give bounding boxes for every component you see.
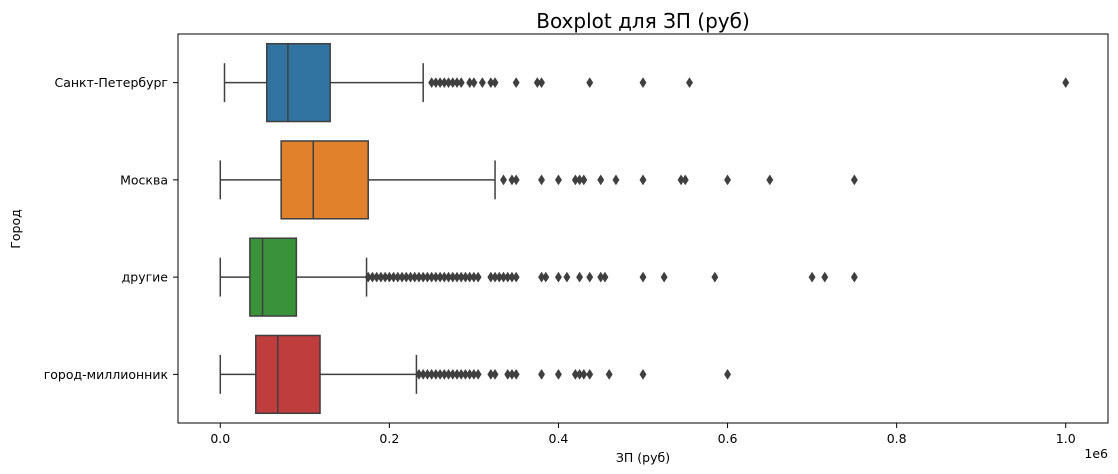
outlier-point bbox=[563, 271, 571, 283]
outlier-point bbox=[500, 174, 507, 186]
box-group bbox=[219, 334, 732, 415]
box-group bbox=[219, 237, 858, 317]
x-tick-label: 0.2 bbox=[379, 431, 399, 446]
outlier-point bbox=[660, 271, 668, 283]
outlier-point bbox=[605, 368, 613, 380]
box-group bbox=[223, 42, 1070, 123]
outlier-point bbox=[686, 77, 693, 89]
outlier-point bbox=[724, 368, 732, 380]
plot-area bbox=[219, 42, 1070, 415]
x-tick-label: 1.0 bbox=[1056, 431, 1076, 446]
outlier-point bbox=[597, 174, 605, 186]
outlier-point bbox=[681, 174, 689, 186]
box-group bbox=[219, 140, 858, 220]
x-tick-label: 0.4 bbox=[549, 431, 569, 446]
box bbox=[280, 140, 369, 220]
outlier-point bbox=[457, 77, 465, 89]
outlier-point bbox=[512, 271, 520, 283]
x-tick-label: 0.8 bbox=[887, 431, 907, 446]
outlier-point bbox=[580, 368, 588, 380]
outlier-point bbox=[474, 368, 482, 380]
y-tick-label: другие bbox=[122, 270, 169, 285]
x-tick-label: 0.0 bbox=[210, 431, 230, 446]
y-tick-label: Москва bbox=[120, 172, 168, 187]
outlier-point bbox=[612, 174, 620, 186]
y-tick-label: город-миллионник bbox=[44, 367, 169, 382]
box bbox=[266, 42, 331, 123]
outlier-point bbox=[512, 77, 520, 89]
y-tick-label: Санкт-Петербург bbox=[54, 75, 168, 90]
outlier-point bbox=[639, 174, 647, 186]
outlier-point bbox=[639, 368, 647, 380]
outlier-point bbox=[554, 271, 562, 283]
outlier-point bbox=[711, 271, 719, 283]
outlier-point bbox=[538, 368, 546, 380]
y-axis-label: Город bbox=[8, 209, 23, 249]
outlier-point bbox=[580, 174, 588, 186]
outlier-point bbox=[850, 271, 858, 283]
x-axis: 0.0 0.2 0.4 0.6 0.8 1.0 bbox=[210, 423, 1076, 446]
outlier-point bbox=[538, 77, 546, 89]
outlier-point bbox=[576, 271, 584, 283]
outlier-point bbox=[554, 368, 562, 380]
outlier-point bbox=[586, 271, 594, 283]
outlier-point bbox=[601, 271, 609, 283]
outlier-point bbox=[724, 174, 732, 186]
x-axis-label: ЗП (руб) bbox=[616, 450, 670, 465]
outlier-point bbox=[470, 77, 478, 89]
outlier-point bbox=[474, 271, 482, 283]
outlier-point bbox=[639, 271, 647, 283]
outlier-point bbox=[808, 271, 816, 283]
outlier-point bbox=[1062, 77, 1070, 89]
outlier-point bbox=[542, 271, 550, 283]
outlier-point bbox=[538, 174, 546, 186]
x-tick-label: 0.6 bbox=[718, 431, 738, 446]
box bbox=[249, 237, 298, 317]
outlier-point bbox=[512, 174, 520, 186]
outlier-point bbox=[639, 77, 647, 89]
outlier-point bbox=[512, 368, 520, 380]
y-axis: Санкт-Петербург Москва другие город-миллион… bbox=[44, 75, 178, 382]
plot-frame bbox=[177, 33, 1109, 424]
box bbox=[255, 334, 321, 415]
outlier-point bbox=[586, 77, 594, 89]
outlier-point bbox=[850, 174, 858, 186]
outlier-point bbox=[766, 174, 774, 186]
chart-title: Boxplot для ЗП (руб) bbox=[536, 9, 750, 33]
x-axis-offset-label: 1e6 bbox=[1084, 446, 1108, 461]
outlier-point bbox=[554, 174, 562, 186]
outlier-point bbox=[491, 368, 499, 380]
outlier-point bbox=[821, 271, 829, 283]
outlier-point bbox=[586, 368, 594, 380]
outlier-point bbox=[491, 77, 499, 89]
outlier-point bbox=[478, 77, 486, 89]
